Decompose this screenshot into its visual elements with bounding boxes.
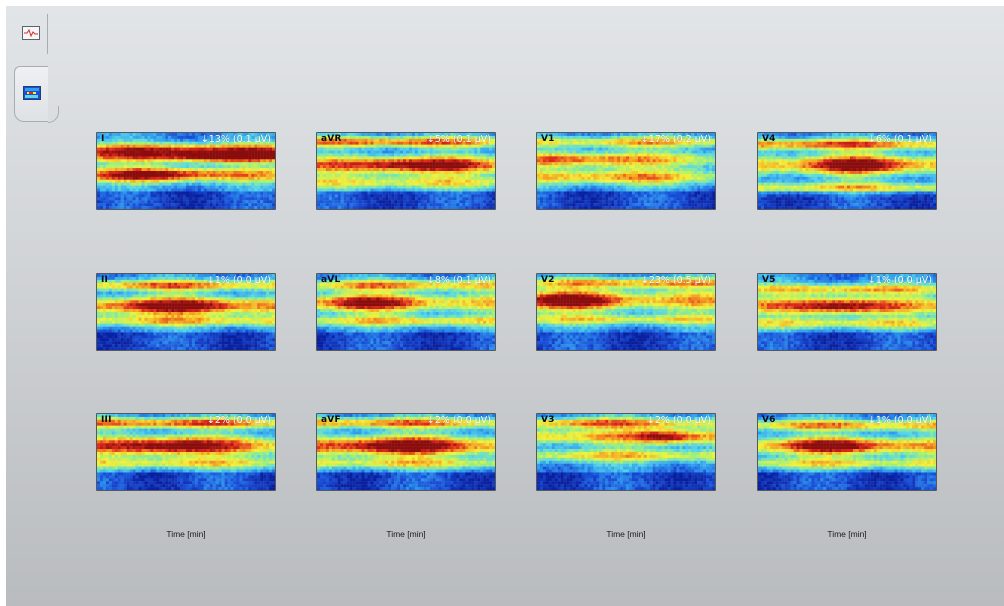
lead-label: V6 — [762, 415, 776, 425]
x-axis-label: Time [min] — [166, 529, 206, 539]
lead-panel[interactable]: V5 ↓1% (0.0 µV) — [757, 273, 937, 351]
lead-heatmap — [537, 133, 715, 209]
view-tab-strip — [6, 6, 59, 126]
lead-panel[interactable]: V1 ↓17% (0.2 µV) — [536, 132, 716, 210]
lead-heatmap — [537, 274, 715, 350]
lead-panel[interactable]: aVR ↓5% (0.1 µV) — [316, 132, 496, 210]
lead-heatmap — [537, 414, 715, 490]
lead-heatmap — [317, 133, 495, 209]
lead-panel[interactable]: V6 ↓1% (0.0 µV) — [757, 413, 937, 491]
lead-change-stat: ↓13% (0.1 µV) — [200, 134, 271, 145]
lead-panel[interactable]: V2 ↓23% (0.5 µV) — [536, 273, 716, 351]
lead-label: III — [101, 415, 112, 425]
tab-waveform[interactable] — [14, 14, 48, 54]
lead-label: I — [101, 134, 105, 144]
lead-change-stat: ↓1% (0.0 µV) — [206, 275, 271, 286]
lead-panel[interactable]: II ↓1% (0.0 µV) — [96, 273, 276, 351]
lead-change-stat: ↓2% (0.0 µV) — [646, 415, 711, 426]
lead-change-stat: ↓1% (0.0 µV) — [867, 415, 932, 426]
lead-change-stat: ↓1% (0.0 µV) — [867, 275, 932, 286]
x-axis-label: Time [min] — [386, 529, 426, 539]
lead-change-stat: ↓17% (0.2 µV) — [640, 134, 711, 145]
tab-heatmap[interactable] — [14, 66, 48, 122]
lead-label: V4 — [762, 134, 776, 144]
lead-heatmap — [97, 274, 275, 350]
lead-panel[interactable]: I ↓13% (0.1 µV) — [96, 132, 276, 210]
x-axis-label: Time [min] — [606, 529, 646, 539]
x-axis-label: Time [min] — [827, 529, 867, 539]
lead-label: V5 — [762, 275, 776, 285]
lead-panel[interactable]: V4 ↓6% (0.1 µV) — [757, 132, 937, 210]
lead-label: V3 — [541, 415, 555, 425]
waveform-chart-icon — [21, 25, 40, 44]
heatmap-chart-icon — [22, 85, 41, 104]
lead-panel[interactable]: aVF ↓2% (0.0 µV) — [316, 413, 496, 491]
lead-heatmap — [758, 274, 936, 350]
lead-heatmap — [758, 133, 936, 209]
lead-heatmap — [317, 274, 495, 350]
lead-heatmap — [317, 414, 495, 490]
lead-change-stat: ↓2% (0.0 µV) — [206, 415, 271, 426]
lead-label: II — [101, 275, 109, 285]
lead-label: V2 — [541, 275, 555, 285]
lead-panel[interactable]: III ↓2% (0.0 µV) — [96, 413, 276, 491]
lead-label: aVF — [321, 415, 341, 425]
lead-change-stat: ↓23% (0.5 µV) — [640, 275, 711, 286]
lead-heatmap — [97, 133, 275, 209]
lead-change-stat: ↓2% (0.0 µV) — [426, 415, 491, 426]
lead-change-stat: ↓5% (0.1 µV) — [426, 134, 491, 145]
lead-change-stat: ↓8% (0.1 µV) — [426, 275, 491, 286]
lead-label: V1 — [541, 134, 555, 144]
lead-label: aVL — [321, 275, 341, 285]
lead-heatmap — [758, 414, 936, 490]
lead-panel[interactable]: V3 ↓2% (0.0 µV) — [536, 413, 716, 491]
lead-heatmap — [97, 414, 275, 490]
lead-panel[interactable]: aVL ↓8% (0.1 µV) — [316, 273, 496, 351]
lead-change-stat: ↓6% (0.1 µV) — [867, 134, 932, 145]
lead-label: aVR — [321, 134, 342, 144]
